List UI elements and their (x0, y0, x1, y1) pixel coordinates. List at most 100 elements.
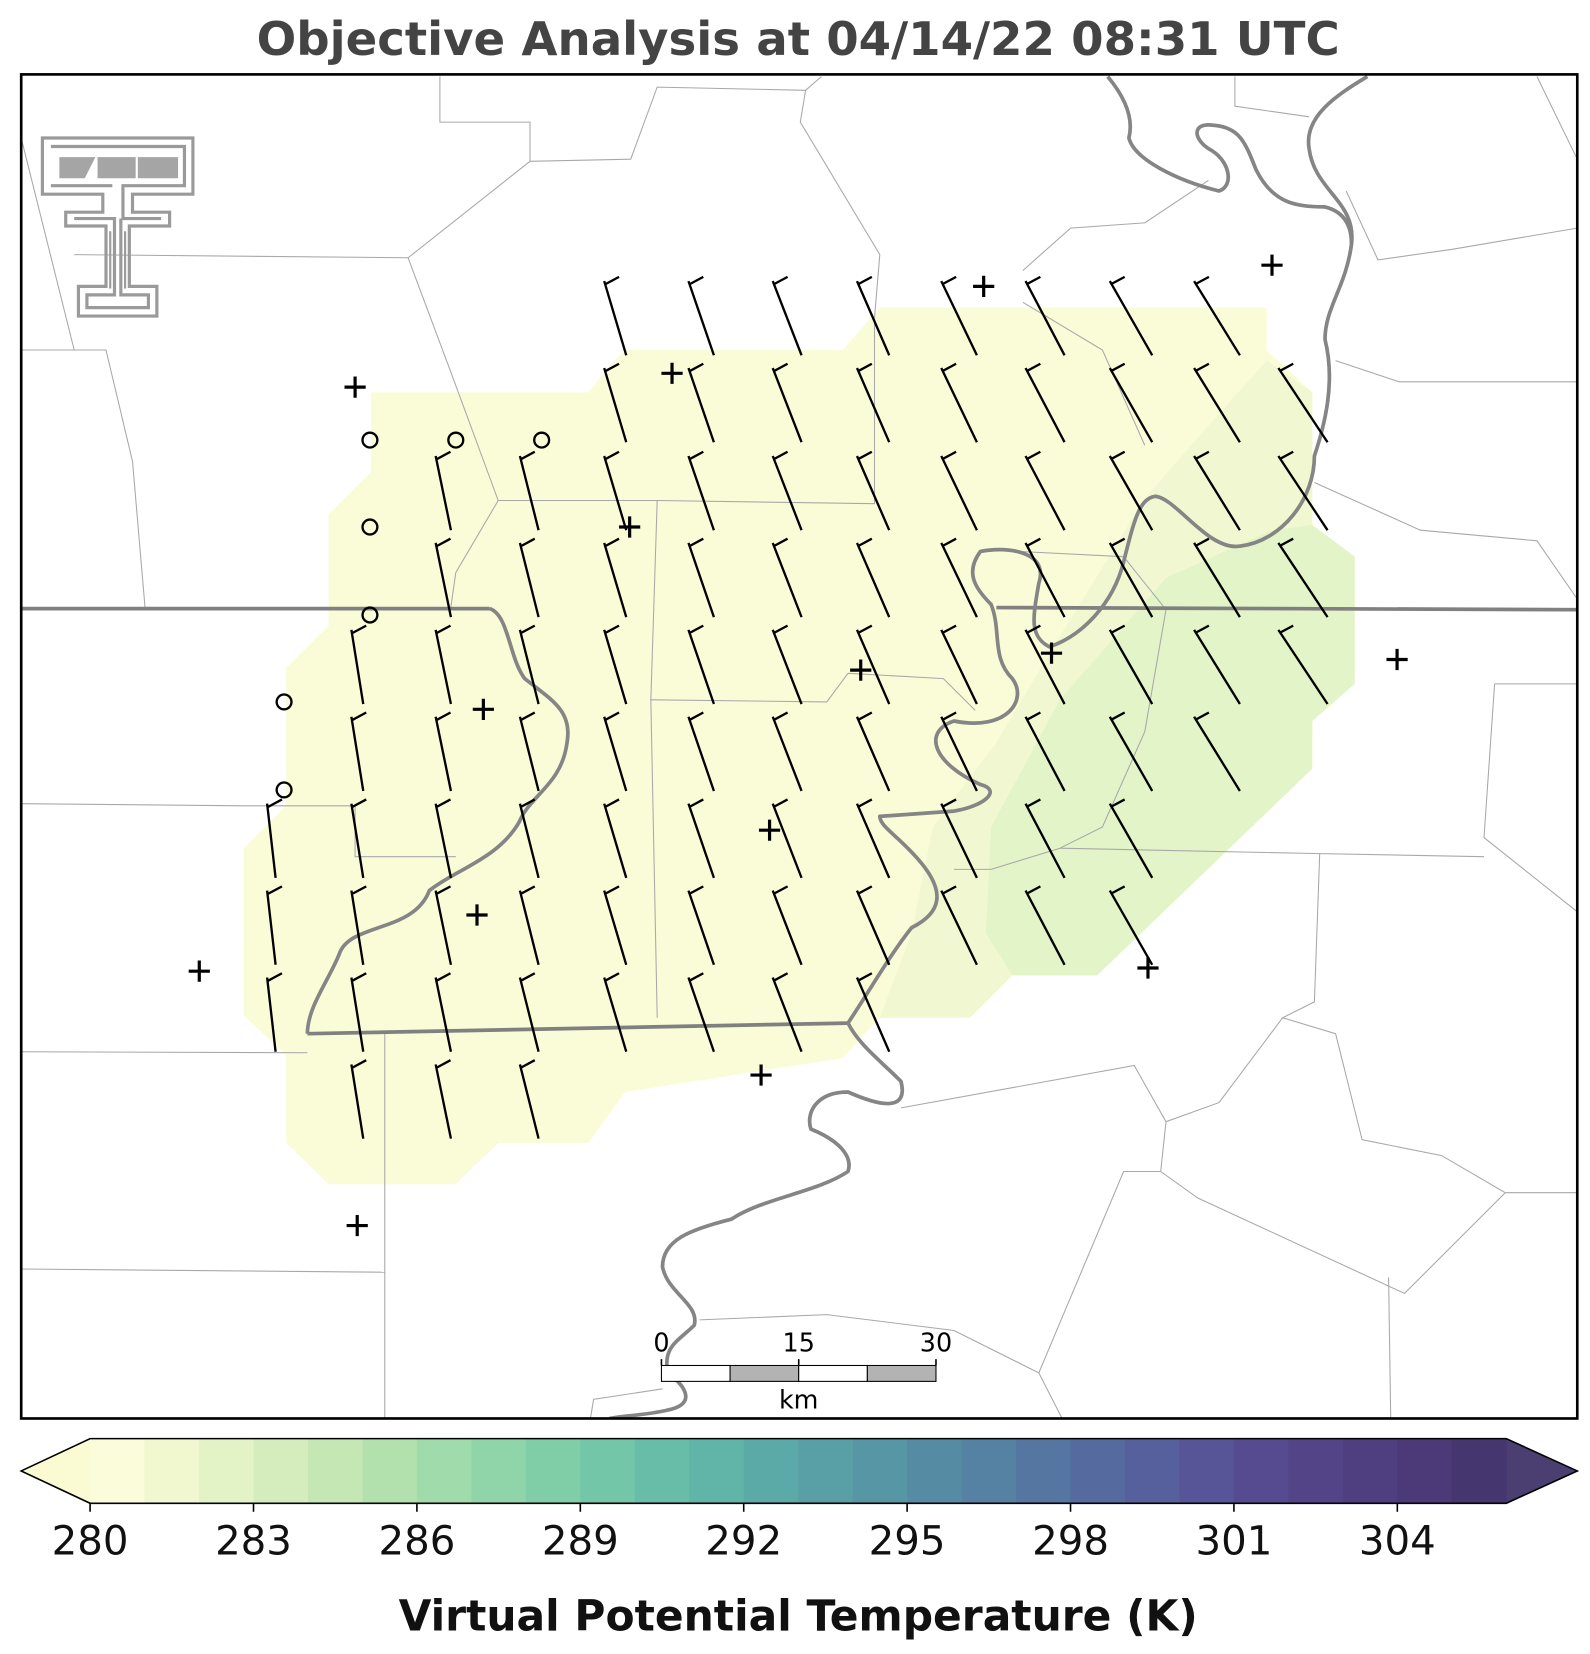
colorbar-segment (580, 1438, 636, 1504)
wind-barb (434, 798, 453, 879)
colorbar-segment (852, 1438, 908, 1504)
wind-barb (1193, 711, 1241, 792)
colorbar-segment (90, 1438, 146, 1504)
station-plus (188, 960, 210, 982)
wind-barb (771, 537, 803, 618)
wind-barb (603, 624, 628, 705)
colorbar-segment (1016, 1438, 1072, 1504)
wind-barb (771, 885, 803, 966)
wind-barb (855, 624, 891, 705)
colorbar-tick-label: 301 (1195, 1519, 1272, 1565)
scale-segment (866, 1364, 937, 1382)
map-frame (19, 73, 1579, 1420)
colorbar-segment (1451, 1438, 1507, 1504)
wind-barb (940, 885, 978, 966)
wind-barb (940, 624, 978, 705)
wind-barb (1277, 537, 1329, 618)
wind-barbs (265, 275, 1329, 1139)
river (1106, 75, 1354, 245)
station-calm (361, 431, 379, 449)
wind-barb (1193, 450, 1241, 531)
colorbar-segment (416, 1438, 472, 1504)
scale-unit: km (779, 1385, 819, 1415)
wind-barb (434, 624, 453, 705)
colorbar: 280 283 286 289 292 295 298 301 304 (19, 1437, 1580, 1565)
wind-barb (855, 362, 891, 443)
wind-barb (1193, 624, 1241, 705)
river (305, 606, 570, 1034)
wind-barb (940, 711, 978, 792)
wind-barb (1024, 362, 1066, 443)
station-calm (447, 431, 465, 449)
wind-barb (687, 972, 716, 1053)
colorbar-segment (961, 1438, 1017, 1504)
wind-barb (1193, 275, 1241, 356)
wind-barb (603, 798, 628, 879)
colorbar-segment (1288, 1438, 1344, 1504)
station-plus (619, 516, 641, 538)
county-lines (21, 76, 1578, 1419)
wind-barb (434, 537, 453, 618)
colorbar-tick-label: 298 (1032, 1519, 1109, 1565)
wind-barb (1108, 711, 1154, 792)
wind-barb (940, 450, 978, 531)
wind-barb (603, 885, 628, 966)
station-plus (1386, 648, 1408, 671)
wind-barb (687, 362, 716, 443)
station-plus (750, 1064, 772, 1086)
station-plus (973, 275, 995, 297)
wind-barb (771, 275, 803, 356)
wind-barb (855, 711, 891, 792)
wind-barb (1277, 362, 1329, 443)
wind-barb (855, 450, 891, 531)
station-plus (346, 1214, 368, 1237)
wind-barb (687, 711, 716, 792)
title: Objective Analysis at 04/14/22 08:31 UTC (257, 12, 1340, 66)
wind-barb (1108, 362, 1154, 443)
stations (188, 254, 1408, 1237)
scale-bar: 0 15 30 km (653, 1327, 952, 1414)
wind-barb (940, 275, 978, 356)
wind-barb (518, 450, 540, 531)
wind-barb (434, 711, 453, 792)
station-plus (1137, 957, 1159, 979)
station-calm (361, 518, 379, 536)
station-plus (1040, 642, 1063, 664)
station-plus (344, 376, 366, 398)
wind-barb (771, 624, 803, 705)
wind-barb (518, 885, 540, 966)
wind-barb (603, 275, 628, 356)
wind-barb (687, 885, 716, 966)
colorbar-segment (743, 1438, 799, 1504)
station-plus (466, 904, 488, 926)
wind-barb (434, 1059, 453, 1139)
station-plus (758, 819, 781, 841)
colorbar-segment (362, 1438, 418, 1504)
wind-barb (603, 537, 628, 618)
wind-barb (771, 798, 803, 879)
wind-barb (855, 972, 891, 1053)
wind-barb (1024, 885, 1066, 966)
wind-barb (518, 798, 540, 879)
colorbar-segment (907, 1438, 963, 1504)
logo (40, 136, 195, 318)
station-calm (275, 693, 293, 711)
wind-barb (687, 450, 716, 531)
scale-segment (660, 1364, 731, 1382)
scale-segment (798, 1364, 868, 1382)
colorbar-segment (1070, 1438, 1126, 1504)
colorbar-segment (1124, 1438, 1180, 1504)
state-border (307, 1021, 849, 1036)
wind-barb (940, 537, 978, 618)
wind-barb (940, 798, 978, 879)
wind-barb (265, 885, 283, 965)
wind-barb (1108, 624, 1154, 705)
wind-barb (350, 972, 367, 1052)
wind-barb (434, 450, 453, 531)
state-border (996, 605, 1578, 612)
colorbar-tick-label: 286 (378, 1519, 455, 1565)
wind-barb (1024, 711, 1066, 792)
wind-barb (518, 537, 540, 618)
wind-barb (350, 624, 367, 705)
